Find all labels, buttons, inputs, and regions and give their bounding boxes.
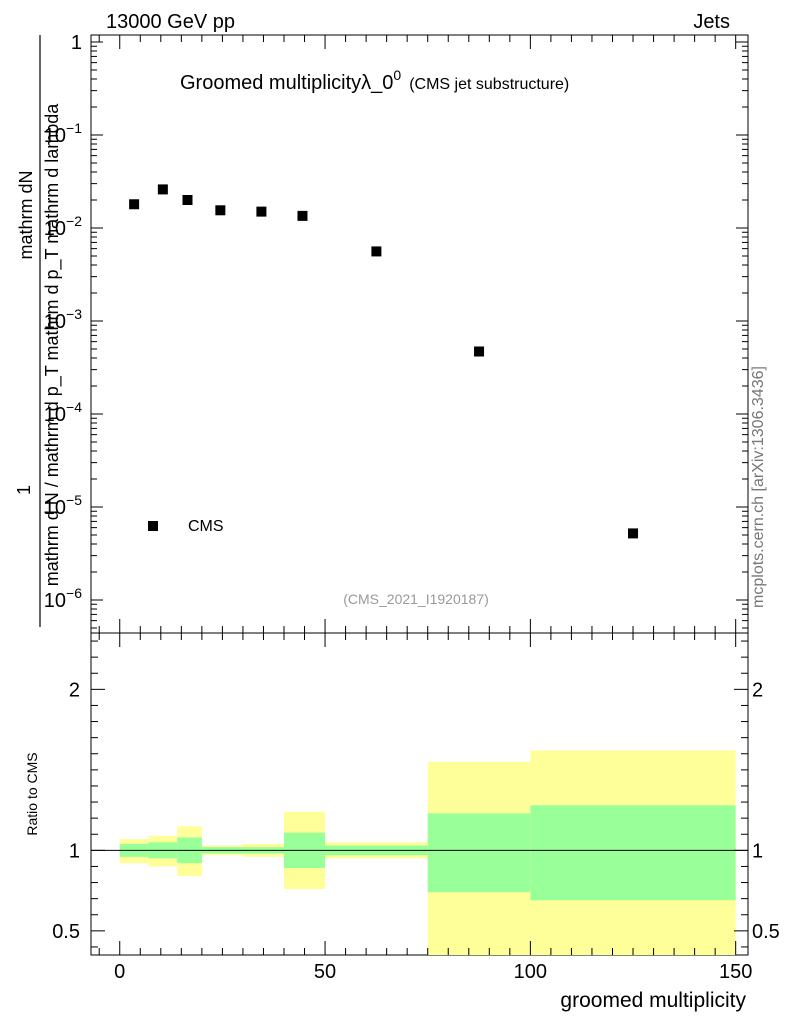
ratio-inner-band-8 (530, 805, 736, 901)
data-point (474, 346, 485, 357)
ratio-y-axis-label: Ratio to CMS (24, 752, 40, 835)
channel-label: Jets (693, 11, 730, 33)
upper-ytick-label: 10−3 (44, 306, 82, 333)
data-point (256, 206, 267, 217)
analysis-id: (CMS_2021_I1920187) (343, 591, 489, 607)
data-point (628, 528, 639, 539)
plot-title-main: Groomed multiplicity (180, 72, 361, 94)
energy-label: 13000 GeV pp (106, 11, 235, 33)
upper-ytick-label: 1 (71, 32, 82, 54)
upper-ytick-exp: −6 (66, 585, 82, 601)
data-point (371, 246, 382, 257)
cms-data-points (129, 184, 639, 539)
data-point (157, 184, 168, 195)
ratio-ytick-label-left: 2 (69, 679, 80, 701)
upper-ytick-base: 10 (44, 497, 66, 519)
upper-y-axis-label: mathrm dN mathrm d N / mathrm d p_T math… (14, 35, 63, 627)
upper-ytick-base: 10 (44, 404, 66, 426)
upper-ytick-base: 10 (44, 311, 66, 333)
ratio-y-tick-labels: 0.5 0.5 1 1 2 2 (52, 679, 780, 943)
upper-ylabel-prefix: 1 (14, 485, 34, 495)
ratio-ytick-label-left: 1 (69, 840, 80, 862)
x-tick-label: 50 (314, 961, 336, 983)
ratio-ytick-label-right: 0.5 (752, 921, 780, 943)
x-axis-label: groomed multiplicity (560, 989, 746, 1012)
plot-title-sub: (CMS jet substructure) (409, 76, 569, 93)
ratio-ytick-label-right: 2 (752, 679, 763, 701)
ratio-bands (119, 750, 736, 955)
x-tick-label: 100 (514, 961, 547, 983)
legend-marker-cms (148, 521, 158, 531)
upper-ylabel-numerator: mathrm dN (16, 170, 36, 259)
ratio-inner-band-7 (427, 813, 531, 893)
upper-ytick-label: 10−5 (44, 492, 82, 519)
upper-y-tick-labels: 10−610−510−410−310−210−11 (44, 32, 82, 612)
upper-ytick-label: 10−6 (44, 585, 82, 612)
x-tick-labels: 0 50 100 150 (114, 961, 752, 983)
plot-title-symbol: λ_0 (361, 72, 393, 94)
ratio-axis-ticks (91, 633, 748, 955)
ratio-ytick-label-left: 0.5 (52, 921, 80, 943)
upper-ytick-exp: −2 (66, 213, 82, 229)
mcplots-credit: mcplots.cern.ch [arXiv:1306.3436] (750, 366, 767, 608)
upper-ytick-label: 10−4 (44, 399, 82, 426)
x-tick-label: 150 (719, 961, 752, 983)
ratio-panel-frame (90, 632, 749, 956)
plot-title-superscript: 0 (393, 67, 401, 83)
upper-ytick-base: 10 (44, 590, 66, 612)
upper-ytick-exp: −3 (66, 306, 82, 322)
data-point (182, 195, 193, 206)
x-tick-label: 0 (114, 961, 125, 983)
upper-ytick-base: 1 (71, 32, 82, 54)
upper-axis-ticks (91, 35, 748, 633)
plot-title: Groomed multiplicityλ_00 (CMS jet substru… (180, 67, 569, 94)
ratio-ytick-label-right: 1 (752, 840, 763, 862)
upper-ytick-exp: −4 (66, 399, 82, 415)
upper-ytick-label: 10−1 (44, 120, 82, 147)
upper-panel-frame (90, 34, 749, 634)
upper-ytick-label: 10−2 (44, 213, 82, 240)
upper-ylabel-denominator: mathrm d N / mathrm d p_T mathrm d p_T m… (42, 103, 63, 586)
legend-label-cms: CMS (188, 518, 224, 535)
data-point (215, 205, 226, 216)
upper-ytick-exp: −1 (66, 120, 82, 136)
upper-ytick-exp: −5 (66, 492, 82, 508)
upper-ytick-base: 10 (44, 125, 66, 147)
upper-ytick-base: 10 (44, 218, 66, 240)
data-point (129, 199, 140, 210)
data-point (297, 210, 308, 221)
